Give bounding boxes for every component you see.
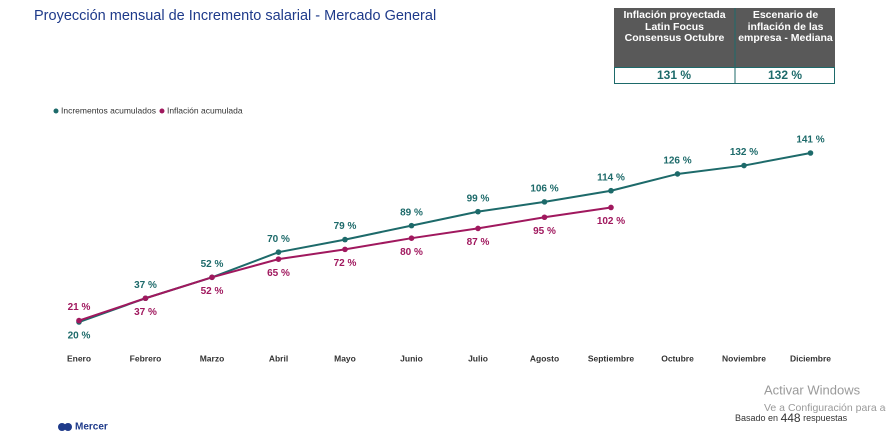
- table-cell: 131 %: [657, 68, 691, 82]
- point: [608, 187, 614, 194]
- point: [674, 171, 681, 177]
- watermark-title: Activar Windows: [764, 382, 861, 397]
- point: [342, 236, 348, 243]
- legend-label: Inflación acumulada: [167, 105, 243, 115]
- x-tick-label: Marzo: [200, 353, 225, 363]
- table-cell: 132 %: [768, 68, 802, 82]
- based-prefix: Basado en: [735, 413, 778, 423]
- header-text: Inflación proyectada Latin Focus Consens…: [623, 10, 726, 44]
- logo-icon: [58, 423, 66, 431]
- chart-title: Proyección mensual de Incremento salaria…: [34, 8, 436, 24]
- x-tick-label: Diciembre: [790, 353, 831, 363]
- value-label: 52 %: [201, 259, 224, 270]
- plot: Incrementos acumulados Inflación acumulad…: [53, 105, 831, 363]
- value-label: 79 %: [334, 221, 357, 232]
- value-label: 72 %: [334, 258, 357, 269]
- logo-icon: [64, 423, 72, 431]
- value-label: 95 %: [533, 226, 556, 237]
- x-tick-label: Septiembre: [588, 353, 635, 363]
- value-label: 126 %: [663, 156, 691, 167]
- point: [741, 162, 747, 169]
- x-tick-label: Octubre: [661, 353, 694, 363]
- value-label: 141 %: [796, 135, 824, 146]
- x-tick-label: Febrero: [130, 353, 162, 363]
- point: [209, 274, 215, 281]
- point: [807, 150, 814, 156]
- based-on: Basado en 448 respuestas: [735, 411, 848, 425]
- watermark-sub: Ve a Configuración para act: [764, 402, 886, 414]
- series-line: [78, 152, 811, 323]
- value-label: 132 %: [730, 147, 758, 158]
- point: [76, 317, 82, 324]
- logo: Mercer: [75, 422, 108, 433]
- value-label: 70 %: [267, 234, 290, 245]
- point: [475, 225, 481, 232]
- header-text: Escenario de inflación de las empresa - …: [738, 10, 833, 44]
- point: [475, 208, 481, 215]
- table-row-bg: [614, 67, 835, 84]
- point: [541, 199, 548, 205]
- x-tick-label: Mayo: [334, 353, 356, 363]
- x-tick-label: Junio: [400, 353, 423, 363]
- point: [275, 256, 282, 262]
- x-tick-label: Agosto: [530, 353, 559, 363]
- legend-marker: [159, 108, 165, 114]
- value-label: 102 %: [597, 216, 625, 227]
- point: [541, 214, 548, 221]
- table-header-cell: Inflación proyectada Latin Focus Consens…: [623, 10, 726, 44]
- point: [408, 222, 415, 229]
- point: [408, 235, 415, 241]
- table-header-cell: Escenario de inflación de las empresa - …: [738, 10, 833, 44]
- value-label: 37 %: [134, 307, 157, 318]
- value-label: 80 %: [400, 247, 423, 258]
- summary-table: Inflación proyectada Latin Focus Consens…: [614, 8, 835, 84]
- x-tick-label: Abril: [269, 353, 288, 363]
- legend-label: Incrementos acumulados: [61, 105, 156, 115]
- value-label: 106 %: [530, 184, 558, 195]
- value-label: 89 %: [400, 207, 423, 218]
- value-label: 37 %: [134, 280, 157, 291]
- table-header-bg: [614, 8, 835, 67]
- value-label: 87 %: [467, 237, 490, 248]
- value-label: 99 %: [467, 193, 490, 204]
- value-label: 65 %: [267, 268, 290, 279]
- x-tick-label: Julio: [468, 353, 488, 363]
- value-label: 20 %: [68, 331, 91, 342]
- x-tick-label: Noviembre: [722, 353, 766, 363]
- value-label: 21 %: [68, 302, 91, 313]
- legend-marker: [53, 108, 59, 114]
- footer: Mercer Activar Windows Ve a Configuració…: [58, 382, 886, 433]
- point: [608, 204, 614, 211]
- x-tick-label: Enero: [67, 353, 91, 363]
- value-label: 52 %: [201, 286, 224, 297]
- value-label: 114 %: [597, 172, 625, 183]
- point: [275, 249, 282, 255]
- based-suffix: respuestas: [803, 413, 848, 423]
- point: [142, 295, 149, 302]
- based-count: 448: [781, 411, 801, 425]
- point: [342, 246, 348, 253]
